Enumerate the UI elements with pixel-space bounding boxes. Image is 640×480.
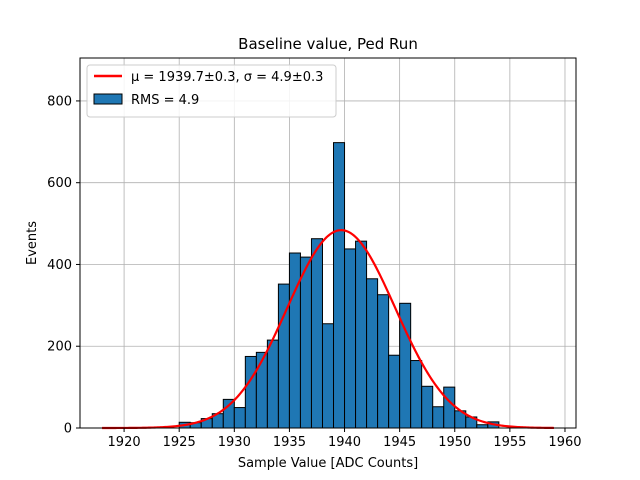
x-tick-label: 1950 [438,435,471,450]
histogram-bar [266,339,279,429]
y-axis-ticks: 0 200 400 600 800 [47,94,80,437]
histogram-bar [288,252,301,429]
x-tick-label: 1940 [328,435,361,450]
histogram-bar [244,355,257,429]
plot-frame [79,57,577,429]
x-tick-label: 1930 [218,435,251,450]
histogram-bar [333,142,346,429]
x-tick-label: 1955 [493,435,526,450]
x-tick-label: 1920 [108,435,141,450]
x-tick-label: 1925 [163,435,196,450]
histogram-bar [344,248,357,429]
x-axis-label: Sample Value [ADC Counts] [238,456,418,471]
histogram-bar [432,406,445,429]
histogram-bar [410,360,423,429]
y-tick-label: 400 [47,258,72,273]
histogram-bar [233,407,246,429]
x-tick-label: 1935 [273,435,306,450]
histogram-bar [310,238,323,429]
y-tick-label: 200 [47,340,72,355]
y-tick-label: 800 [47,94,72,109]
legend: μ = 1939.7±0.3, σ = 4.9±0.3 RMS = 4.9 [86,64,337,118]
fit-layer [102,229,554,430]
histogram-bar [321,323,335,429]
legend-hist-label: RMS = 4.9 [131,93,199,108]
histogram-bar [421,385,434,429]
histogram-bar [366,278,379,429]
gaussian-fit-curve [102,229,554,430]
legend-box [86,64,337,118]
y-tick-label: 600 [47,176,72,191]
legend-hist-swatch [93,93,123,105]
histogram-bars [178,142,500,429]
y-axis-label: Events [25,221,40,265]
histogram-bar [443,386,456,429]
histogram-bar [355,240,368,429]
x-tick-label: 1945 [383,435,416,450]
histogram-bar [255,351,268,429]
chart-title: Baseline value, Ped Run [238,35,418,53]
histogram-bar [299,256,312,429]
x-axis-ticks: 1920 1925 1930 1935 1940 1945 1950 1955 1960 [108,428,582,450]
x-tick-label: 1960 [548,435,581,450]
y-tick-label: 0 [64,422,72,437]
histogram-bar [377,294,390,429]
histogram-bar [388,354,401,429]
histogram-bar [222,398,235,429]
legend-fit-label: μ = 1939.7±0.3, σ = 4.9±0.3 [131,70,323,85]
